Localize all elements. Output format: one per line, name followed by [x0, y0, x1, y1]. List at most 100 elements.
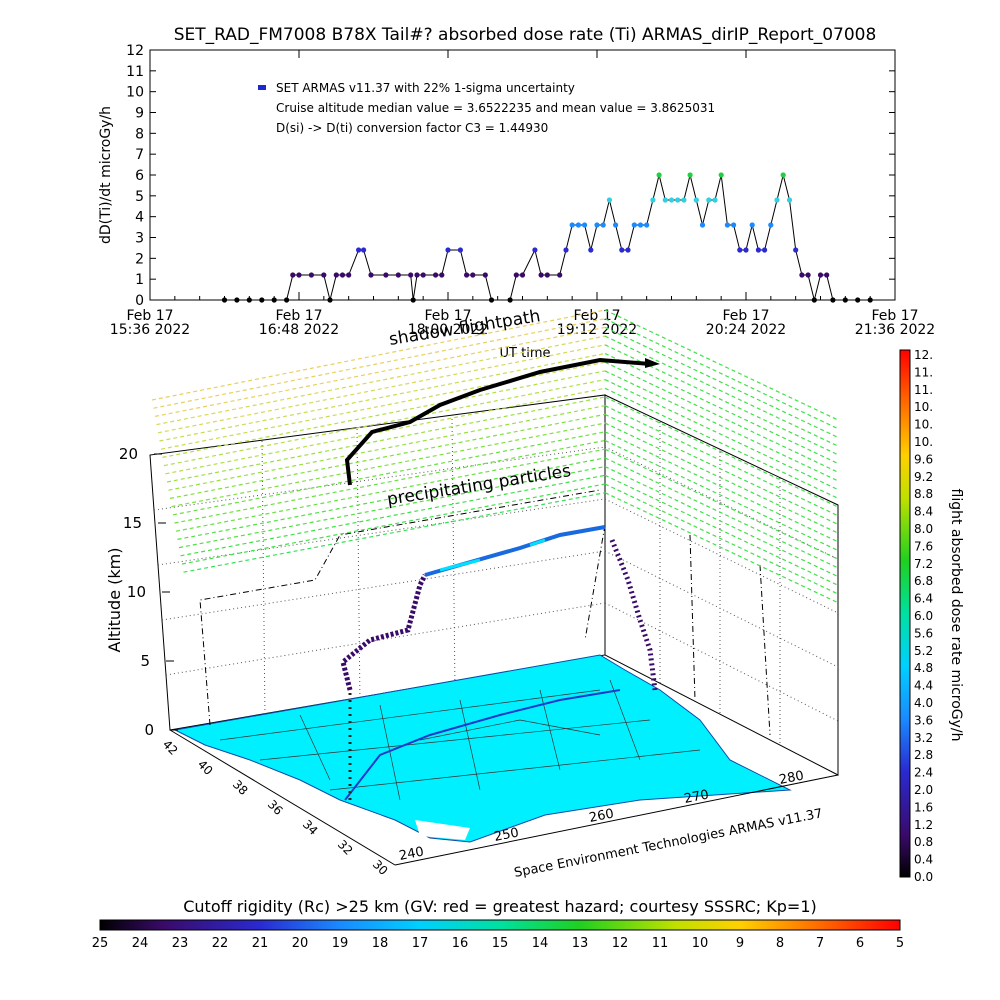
dose-point	[557, 272, 563, 278]
precip-line	[157, 344, 606, 434]
dose-colorbar-tick-label: 0.8	[914, 835, 933, 849]
dose-point	[395, 272, 401, 278]
dose-point	[799, 272, 805, 278]
dose-point	[259, 297, 265, 303]
latitude-tick-label: 38	[230, 777, 251, 798]
dose-point	[737, 247, 743, 253]
y-tick-label: 6	[135, 168, 144, 184]
rigidity-colorbar-tick-label: 24	[132, 936, 149, 951]
dose-point	[296, 272, 302, 278]
dose-point	[234, 297, 240, 303]
dose-colorbar-tick-label: 0.4	[914, 853, 933, 867]
latitude-tick-label: 42	[160, 737, 181, 758]
altitude-tick-label: 20	[119, 445, 138, 463]
y-tick-label: 12	[126, 43, 144, 59]
precip-line	[604, 387, 839, 499]
x-tick-date: Feb 17	[424, 308, 471, 324]
dose-point	[855, 297, 861, 303]
shadow-flightpath-wall	[199, 489, 601, 726]
y-tick-label: 9	[135, 106, 144, 122]
dose-colorbar-tick-label: 5.6	[914, 626, 933, 640]
precip-line	[604, 422, 839, 534]
dose-colorbar-tick-label: 7.6	[914, 539, 933, 553]
dose-point	[368, 272, 374, 278]
precip-line	[183, 492, 606, 573]
y-tick-label: 3	[135, 231, 144, 247]
dose-colorbar-tick-label: 11.	[914, 383, 933, 397]
dose-point	[842, 297, 848, 303]
precip-line	[604, 326, 839, 438]
dose-point	[361, 247, 367, 253]
dose-colorbar-tick-label: 6.8	[914, 574, 933, 588]
dose-point	[774, 197, 780, 203]
longitude-tick-label: 280	[778, 768, 805, 787]
floor-edge-front	[169, 729, 396, 866]
dose-point	[569, 222, 575, 228]
dose-point	[519, 272, 526, 278]
rigidity-colorbar-tick-label: 23	[172, 936, 189, 951]
longitude-tick-label: 270	[683, 787, 710, 806]
precip-line	[180, 474, 606, 557]
wall-gridlines	[153, 413, 839, 743]
precip-line	[604, 474, 839, 586]
longitude-tick-label: 260	[588, 806, 615, 825]
dose-point	[333, 272, 339, 278]
dose-series-line	[224, 174, 871, 301]
dose-point	[718, 172, 724, 178]
altitude-tick-label: 15	[123, 514, 142, 532]
dose-colorbar-tick-label: 4.0	[914, 696, 933, 710]
altitude-axis-label: Altitude (km)	[105, 548, 124, 653]
dose-point	[613, 222, 619, 228]
dose-colorbar-tick-label: 4.4	[914, 679, 933, 693]
latitude-tick-label: 40	[195, 757, 216, 778]
precip-line	[166, 396, 606, 483]
rigidity-colorbar-tick-label: 21	[252, 936, 269, 951]
dose-point	[339, 272, 346, 278]
precip-line	[604, 309, 839, 421]
longitude-tick-label: 240	[398, 844, 425, 863]
shadow-flightpath-top	[344, 357, 651, 486]
dose-point	[786, 197, 793, 203]
dose-point	[637, 222, 644, 228]
map-landmass	[173, 654, 792, 843]
dose-point	[321, 272, 327, 278]
rigidity-colorbar-tick-label: 9	[736, 936, 744, 951]
precip-line	[163, 379, 606, 467]
dose-point	[513, 272, 519, 278]
dose-point	[619, 247, 625, 253]
dose-colorbar-tick-label: 8.4	[914, 505, 933, 519]
rigidity-colorbar-ticks: 25 24 23 22 21 20 19 18 17 16 15 14 13 12 11 10 9 8 7 6 5	[92, 936, 904, 951]
x-tick-time: 15:36 2022	[110, 322, 190, 338]
dose-colorbar-label: flight absorbed dose rate microGy/h	[948, 489, 964, 742]
dose-point	[439, 272, 445, 278]
dose-colorbar-tick-label: 5.2	[914, 644, 933, 658]
precip-line	[604, 492, 839, 604]
precip-line	[172, 431, 606, 516]
dose-colorbar-tick-label: 6.4	[914, 592, 933, 606]
x-tick-time: 16:48 2022	[259, 322, 339, 338]
precip-line	[604, 457, 839, 569]
dose-point	[805, 272, 811, 278]
precip-line	[181, 483, 606, 565]
dose-point	[488, 297, 495, 303]
dose-colorbar-tick-label: 12.	[914, 348, 933, 362]
precip-line	[177, 457, 606, 540]
rigidity-colorbar-tick-label: 14	[532, 936, 549, 951]
precip-line	[162, 370, 606, 458]
legend-conversion: D(si) -> D(ti) conversion factor C3 = 1.…	[276, 121, 548, 135]
dose-point	[408, 272, 414, 278]
dose-colorbar: 12. 11. 11. 10. 10. 10. 9.6 9.2 8.8 8.4 8.0 7.6 7.2 6…	[899, 348, 964, 884]
dose-point	[414, 272, 420, 278]
dose-point	[780, 172, 786, 178]
dose-point	[410, 297, 416, 303]
legend-marker	[258, 85, 266, 90]
y-tick-label: 7	[135, 147, 144, 163]
dose-colorbar-tick-label: 2.0	[914, 783, 933, 797]
precip-line	[178, 466, 606, 549]
dose-colorbar-tick-label: 11.	[914, 365, 933, 379]
latitude-tick-label: 34	[300, 817, 321, 838]
flightpath-3d	[340, 357, 660, 800]
dose-point	[327, 297, 333, 303]
rigidity-colorbar-tick-label: 19	[332, 936, 349, 951]
